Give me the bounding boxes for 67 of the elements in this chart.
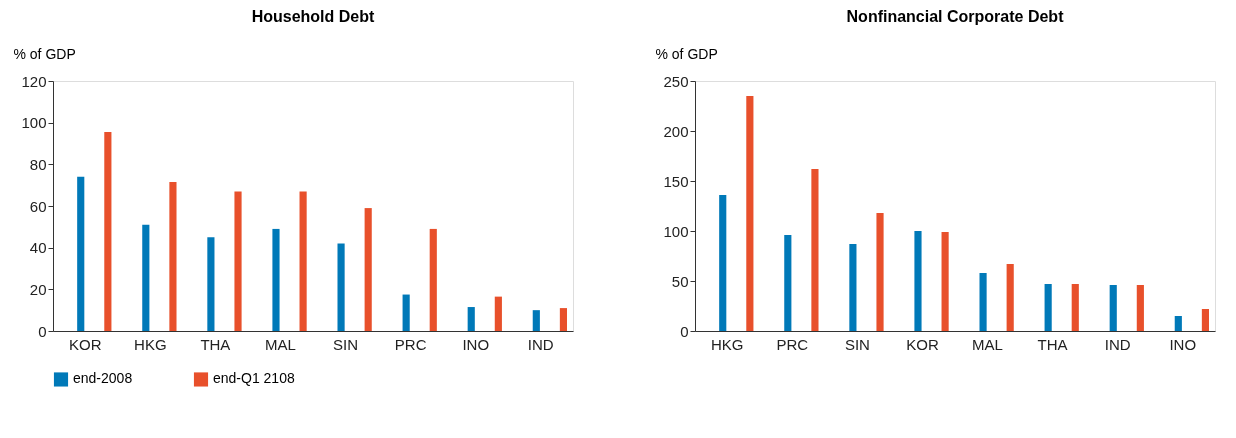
y-tick-label: 100 — [21, 114, 47, 132]
x-tick-label: SIN — [844, 335, 870, 353]
y-tick-label: 250 — [663, 72, 689, 90]
y-tick-label: 100 — [663, 222, 689, 240]
bar — [1109, 285, 1117, 331]
legend-label: end-Q1 2108 — [213, 370, 295, 387]
x-tick-label: THA — [1037, 335, 1068, 353]
chart-title: Household Debt — [251, 8, 375, 25]
bar — [77, 176, 85, 331]
x-tick-label: MAL — [972, 335, 1003, 353]
bar — [207, 237, 215, 331]
bar — [784, 235, 792, 331]
x-tick-label: PRC — [776, 335, 809, 353]
y-axis-title: % of GDP — [655, 45, 718, 62]
bar — [364, 208, 372, 331]
bar — [1201, 309, 1210, 331]
bar — [719, 195, 727, 331]
y-tick-label: 200 — [663, 122, 689, 140]
y-tick-label: 120 — [21, 72, 47, 90]
bar — [169, 182, 177, 331]
y-tick-label: 40 — [29, 239, 47, 257]
x-tick-label: MAL — [265, 335, 296, 353]
bar — [142, 224, 150, 331]
bar — [1006, 264, 1014, 331]
bar — [104, 132, 112, 331]
bar — [494, 296, 502, 331]
bar — [941, 232, 949, 331]
x-tick-label: KOR — [68, 335, 102, 353]
x-tick-label: HKG — [134, 335, 167, 353]
bar — [337, 243, 345, 331]
bar — [876, 213, 884, 331]
x-tick-label: PRC — [394, 335, 427, 353]
bar — [272, 228, 280, 331]
y-tick-label: 150 — [663, 172, 689, 190]
x-tick-label: IND — [1104, 335, 1131, 353]
y-tick-label: 20 — [29, 280, 47, 298]
x-tick-label: IND — [527, 335, 554, 353]
bar — [1044, 284, 1052, 331]
x-tick-label: INO — [1169, 335, 1197, 353]
x-tick-label: KOR — [906, 335, 939, 353]
bar — [532, 310, 540, 331]
bar — [811, 169, 819, 331]
x-tick-label: HKG — [710, 335, 744, 353]
y-tick-label: 60 — [29, 197, 47, 215]
bar — [1136, 285, 1144, 331]
x-tick-label: INO — [462, 335, 490, 353]
chart-title: Nonfinancial Corporate Debt — [846, 8, 1065, 25]
x-tick-label: THA — [200, 335, 231, 353]
bar — [402, 294, 410, 331]
bar — [914, 231, 922, 331]
bar — [234, 191, 242, 331]
bar — [299, 191, 307, 331]
y-tick-label: 0 — [680, 322, 689, 340]
bar — [746, 96, 754, 331]
y-axis-title: % of GDP — [13, 45, 76, 62]
bar — [979, 273, 987, 331]
bar — [559, 308, 568, 331]
y-tick-label: 50 — [671, 272, 689, 290]
bar — [429, 228, 437, 331]
bar — [1071, 284, 1079, 331]
bar — [1174, 316, 1182, 331]
y-tick-label: 0 — [38, 322, 47, 340]
legend-label: end-2008 — [73, 370, 133, 387]
y-tick-label: 80 — [29, 155, 47, 173]
bar — [467, 307, 475, 331]
x-tick-label: SIN — [333, 335, 359, 353]
bar — [849, 244, 857, 331]
